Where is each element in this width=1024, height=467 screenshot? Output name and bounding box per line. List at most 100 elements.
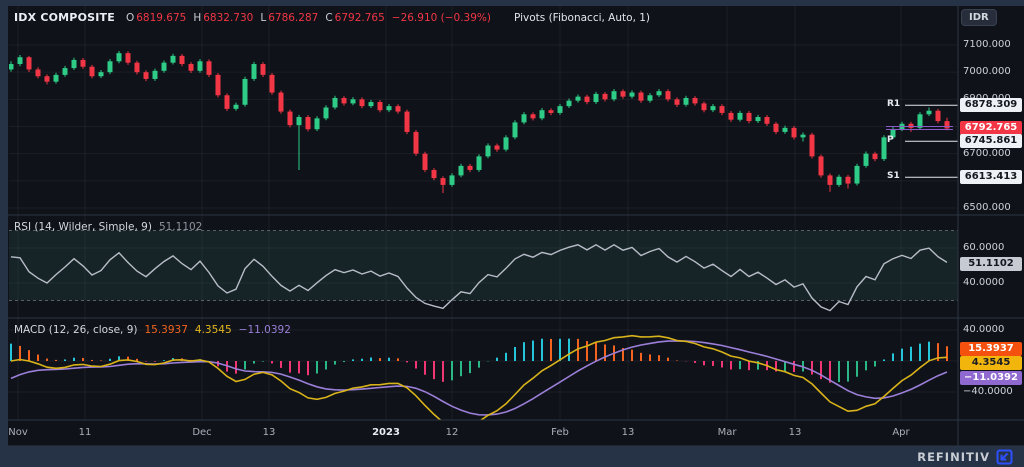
candle [423,154,428,170]
candle [909,124,914,128]
candle [783,128,788,132]
candle [792,128,797,138]
candle [747,113,752,121]
candle [576,97,581,101]
close-value: 6792.765 [335,12,385,24]
candle [549,110,554,113]
candle [252,64,257,79]
rsi-pane-header: RSI (14, Wilder, Simple, 9) 51.1102 [14,221,202,233]
candle [657,91,662,95]
axis-badge: 6745.861 [960,134,1022,148]
candle [864,154,869,166]
candle [387,106,392,110]
candle [828,175,833,185]
macd-tick-label: 40.0000 [963,324,1004,335]
candle [36,69,41,76]
candle [333,98,338,108]
candle [432,170,437,178]
low-label: L [260,12,266,24]
time-axis-label: Nov [0,427,41,438]
candle [513,122,518,137]
candle [873,154,878,159]
rsi-tick-label: 60.0000 [963,242,1004,253]
candle [675,99,680,104]
time-axis-label: 2023 [363,427,409,438]
chart-canvas[interactable] [0,0,1024,467]
high-label: H [193,12,201,24]
time-axis-label: 13 [772,427,818,438]
candle [684,98,689,105]
change-value: −26.910 (−0.39%) [392,12,491,24]
candle [477,156,482,170]
candle [693,98,698,103]
macd-hist-value: 15.3937 [144,324,187,336]
price-pane-header: IDX COMPOSITE O 6819.675 H 6832.730 L 67… [14,11,650,24]
candle [135,63,140,73]
candle [711,106,716,110]
candle [468,166,473,170]
candle [639,93,644,101]
symbol-label[interactable]: IDX COMPOSITE [14,11,115,24]
pivots-indicator-label[interactable]: Pivots (Fibonacci, Auto, 1) [514,12,650,24]
macd-title[interactable]: MACD (12, 26, close, 9) [14,324,137,336]
candle [99,72,104,76]
trading-terminal: IDX COMPOSITE O 6819.675 H 6832.730 L 67… [0,0,1024,467]
candle [90,67,95,77]
candle [765,117,770,124]
time-axis-label: 13 [605,427,651,438]
candle [126,53,131,63]
candle [342,98,347,103]
candle [153,71,158,79]
candle [207,61,212,75]
candle [486,146,491,157]
candle [540,110,545,118]
high-value: 6832.730 [203,12,253,24]
candle [81,60,86,67]
candle [558,106,563,113]
price-tick-label: 6500.000 [963,202,1011,213]
time-axis-label: 13 [246,427,292,438]
pivot-label-s1: S1 [887,171,905,181]
rsi-title[interactable]: RSI (14, Wilder, Simple, 9) [14,221,152,233]
candle [270,75,275,93]
candle [9,64,14,69]
candle [108,61,113,72]
candle [819,156,824,175]
candle [315,118,320,129]
candle [837,177,842,185]
refinitiv-logo-icon [996,449,1014,465]
time-axis-label: Mar [704,427,750,438]
candle [945,121,950,128]
close-label: C [325,12,332,24]
candle [801,135,806,138]
price-tick-label: 6700.000 [963,148,1011,159]
currency-badge[interactable]: IDR [961,9,997,26]
candle [180,56,185,64]
time-axis-label: 12 [429,427,475,438]
candle [396,106,401,111]
macd-line-value: 4.3545 [195,324,232,336]
candle [504,137,509,149]
candle [18,57,23,64]
price-tick-label: 7100.000 [963,39,1011,50]
time-axis-label: Apr [878,427,924,438]
candle [612,91,617,99]
candle [369,102,374,106]
price-tick-label: 7000.000 [963,66,1011,77]
rsi-tick-label: 40.0000 [963,277,1004,288]
axis-badge: 6613.413 [960,170,1022,184]
candle [882,137,887,159]
macd-tick-label: −40.0000 [963,386,1013,397]
candle [774,124,779,132]
candle [936,111,941,121]
candle [162,63,167,71]
candle [927,111,932,115]
candle [144,72,149,79]
refinitiv-brand: REFINITIV [917,450,990,464]
axis-badge: 15.3937 [960,342,1022,356]
candle [666,91,671,99]
axis-badge: 51.1102 [960,257,1022,271]
time-axis-label: Feb [537,427,583,438]
candle [756,117,761,121]
pivot-label-p: P [887,135,905,145]
